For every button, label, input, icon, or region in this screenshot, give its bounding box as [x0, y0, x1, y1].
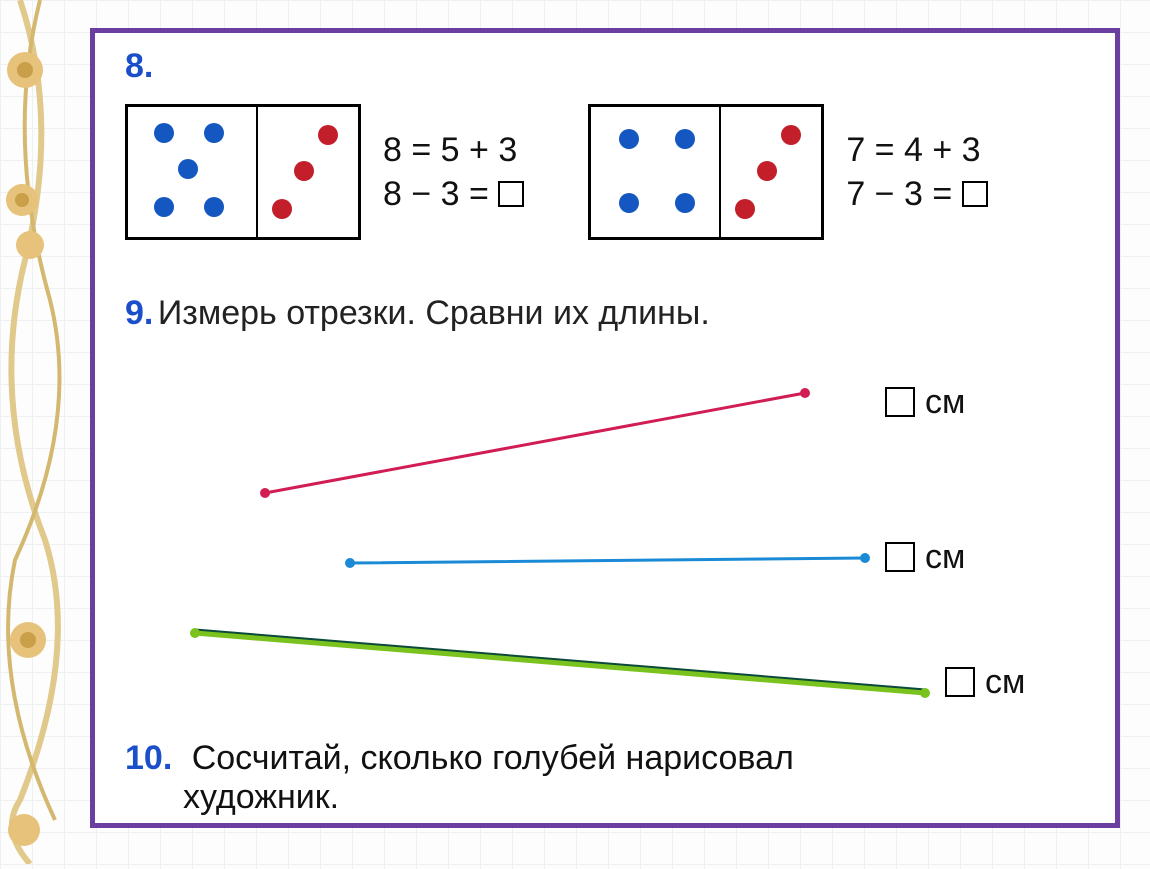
segment-endpoint: [920, 688, 930, 698]
equations-2: 7 = 4 + 3 7 − 3 =: [846, 128, 987, 216]
line-segment: [350, 558, 865, 563]
domino-dot: [735, 199, 755, 219]
answer-box-icon: [945, 667, 975, 697]
domino-dot: [154, 123, 174, 143]
eq1-line1: 8 = 5 + 3: [383, 128, 524, 172]
domino-dot: [272, 199, 292, 219]
deco-svg: [0, 0, 70, 864]
eq2-line2: 7 − 3 =: [846, 172, 987, 216]
task-10-number: 10.: [125, 739, 172, 777]
domino-dot: [619, 193, 639, 213]
answer-box-icon: [885, 387, 915, 417]
domino-2: [588, 104, 824, 240]
answer-box-icon: [962, 181, 988, 207]
task-10: 10. Сосчитай, сколько голубей нарисовал …: [125, 739, 1085, 817]
task-8: 8. 8 = 5 + 3 8 − 3 = 7 = 4 + 3 7 − 3 =: [125, 47, 1085, 240]
segment-endpoint: [190, 628, 200, 638]
segment-label: см: [945, 663, 1025, 702]
domino-dot: [154, 197, 174, 217]
segment-endpoint: [800, 388, 810, 398]
domino-dot: [757, 161, 777, 181]
domino-dot: [318, 125, 338, 145]
eq1-line2: 8 − 3 =: [383, 172, 524, 216]
domino-dot: [675, 129, 695, 149]
equations-1: 8 = 5 + 3 8 − 3 =: [383, 128, 524, 216]
domino-dot: [178, 159, 198, 179]
domino-dot: [204, 123, 224, 143]
segment-label: см: [885, 538, 965, 577]
domino-dot: [294, 161, 314, 181]
task-10-line2: художник.: [183, 778, 339, 816]
task-8-number: 8.: [125, 47, 153, 85]
segment-label: см: [885, 383, 965, 422]
task-10-line1: Сосчитай, сколько голубей нарисовал: [192, 739, 794, 777]
domino-dot: [781, 125, 801, 145]
task-8-row: 8 = 5 + 3 8 − 3 = 7 = 4 + 3 7 − 3 =: [125, 104, 1085, 240]
task-9-text: Измерь отрезки. Сравни их длины.: [158, 294, 710, 332]
task-9-number: 9.: [125, 294, 153, 332]
segment-endpoint: [260, 488, 270, 498]
domino-1: [125, 104, 361, 240]
line-segment: [265, 393, 805, 493]
left-decoration: [0, 0, 70, 864]
domino-dot: [619, 129, 639, 149]
domino-dot: [204, 197, 224, 217]
segments-area: см см см: [125, 353, 1085, 733]
task-9: 9. Измерь отрезки. Сравни их длины. смсм…: [125, 294, 1085, 733]
eq2-line1: 7 = 4 + 3: [846, 128, 987, 172]
worksheet-page: 8. 8 = 5 + 3 8 − 3 = 7 = 4 + 3 7 − 3 =: [90, 28, 1120, 828]
line-segment: [195, 633, 925, 693]
answer-box-icon: [885, 542, 915, 572]
segment-endpoint: [345, 558, 355, 568]
answer-box-icon: [498, 181, 524, 207]
domino-dot: [675, 193, 695, 213]
segment-endpoint: [860, 553, 870, 563]
